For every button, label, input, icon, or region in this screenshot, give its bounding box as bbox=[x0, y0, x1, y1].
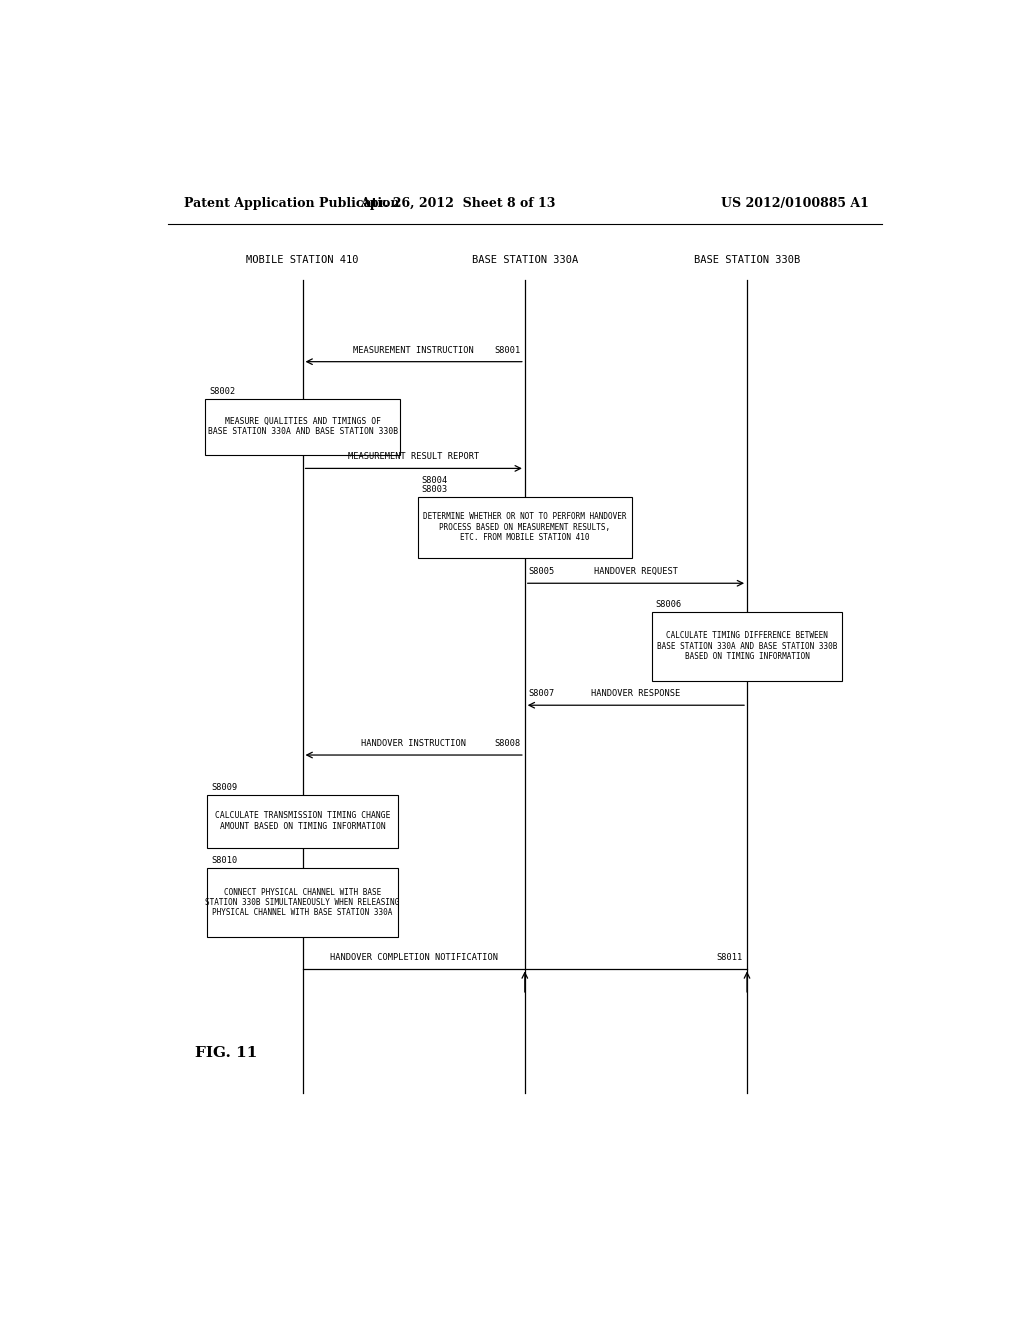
Text: MOBILE STATION 410: MOBILE STATION 410 bbox=[247, 255, 358, 265]
Text: HANDOVER REQUEST: HANDOVER REQUEST bbox=[594, 568, 678, 576]
Bar bbox=[207, 867, 397, 937]
Text: FIG. 11: FIG. 11 bbox=[196, 1045, 258, 1060]
Text: MEASURE QUALITIES AND TIMINGS OF
BASE STATION 330A AND BASE STATION 330B: MEASURE QUALITIES AND TIMINGS OF BASE ST… bbox=[208, 417, 397, 437]
Text: S8011: S8011 bbox=[717, 953, 743, 962]
Bar bbox=[418, 496, 632, 558]
Text: S8003: S8003 bbox=[422, 484, 447, 494]
Text: BASE STATION 330A: BASE STATION 330A bbox=[472, 255, 578, 265]
Text: CALCULATE TIMING DIFFERENCE BETWEEN
BASE STATION 330A AND BASE STATION 330B
BASE: CALCULATE TIMING DIFFERENCE BETWEEN BASE… bbox=[656, 631, 838, 661]
Text: HANDOVER RESPONSE: HANDOVER RESPONSE bbox=[591, 689, 681, 698]
Text: HANDOVER INSTRUCTION: HANDOVER INSTRUCTION bbox=[361, 739, 466, 748]
Text: CALCULATE TRANSMISSION TIMING CHANGE
AMOUNT BASED ON TIMING INFORMATION: CALCULATE TRANSMISSION TIMING CHANGE AMO… bbox=[215, 812, 390, 830]
Text: S8004: S8004 bbox=[422, 475, 447, 484]
Text: Apr. 26, 2012  Sheet 8 of 13: Apr. 26, 2012 Sheet 8 of 13 bbox=[359, 197, 555, 210]
Text: BASE STATION 330B: BASE STATION 330B bbox=[694, 255, 800, 265]
Text: S8007: S8007 bbox=[528, 689, 555, 698]
Text: US 2012/0100885 A1: US 2012/0100885 A1 bbox=[721, 197, 868, 210]
Text: S8008: S8008 bbox=[495, 739, 521, 748]
Text: HANDOVER COMPLETION NOTIFICATION: HANDOVER COMPLETION NOTIFICATION bbox=[330, 953, 498, 962]
Text: S8010: S8010 bbox=[211, 855, 238, 865]
Bar bbox=[652, 611, 842, 681]
Text: S8002: S8002 bbox=[209, 387, 236, 396]
Bar bbox=[207, 795, 397, 847]
Text: CONNECT PHYSICAL CHANNEL WITH BASE
STATION 330B SIMULTANEOUSLY WHEN RELEASING
PH: CONNECT PHYSICAL CHANNEL WITH BASE STATI… bbox=[206, 887, 399, 917]
Text: S8005: S8005 bbox=[528, 568, 555, 576]
Text: DETERMINE WHETHER OR NOT TO PERFORM HANDOVER
PROCESS BASED ON MEASUREMENT RESULT: DETERMINE WHETHER OR NOT TO PERFORM HAND… bbox=[423, 512, 627, 543]
Text: MEASUREMENT RESULT REPORT: MEASUREMENT RESULT REPORT bbox=[348, 453, 479, 461]
Text: S8001: S8001 bbox=[495, 346, 521, 355]
Text: Patent Application Publication: Patent Application Publication bbox=[183, 197, 399, 210]
Bar bbox=[206, 399, 399, 454]
Text: S8009: S8009 bbox=[211, 783, 238, 792]
Text: MEASUREMENT INSTRUCTION: MEASUREMENT INSTRUCTION bbox=[353, 346, 474, 355]
Text: S8006: S8006 bbox=[655, 599, 682, 609]
